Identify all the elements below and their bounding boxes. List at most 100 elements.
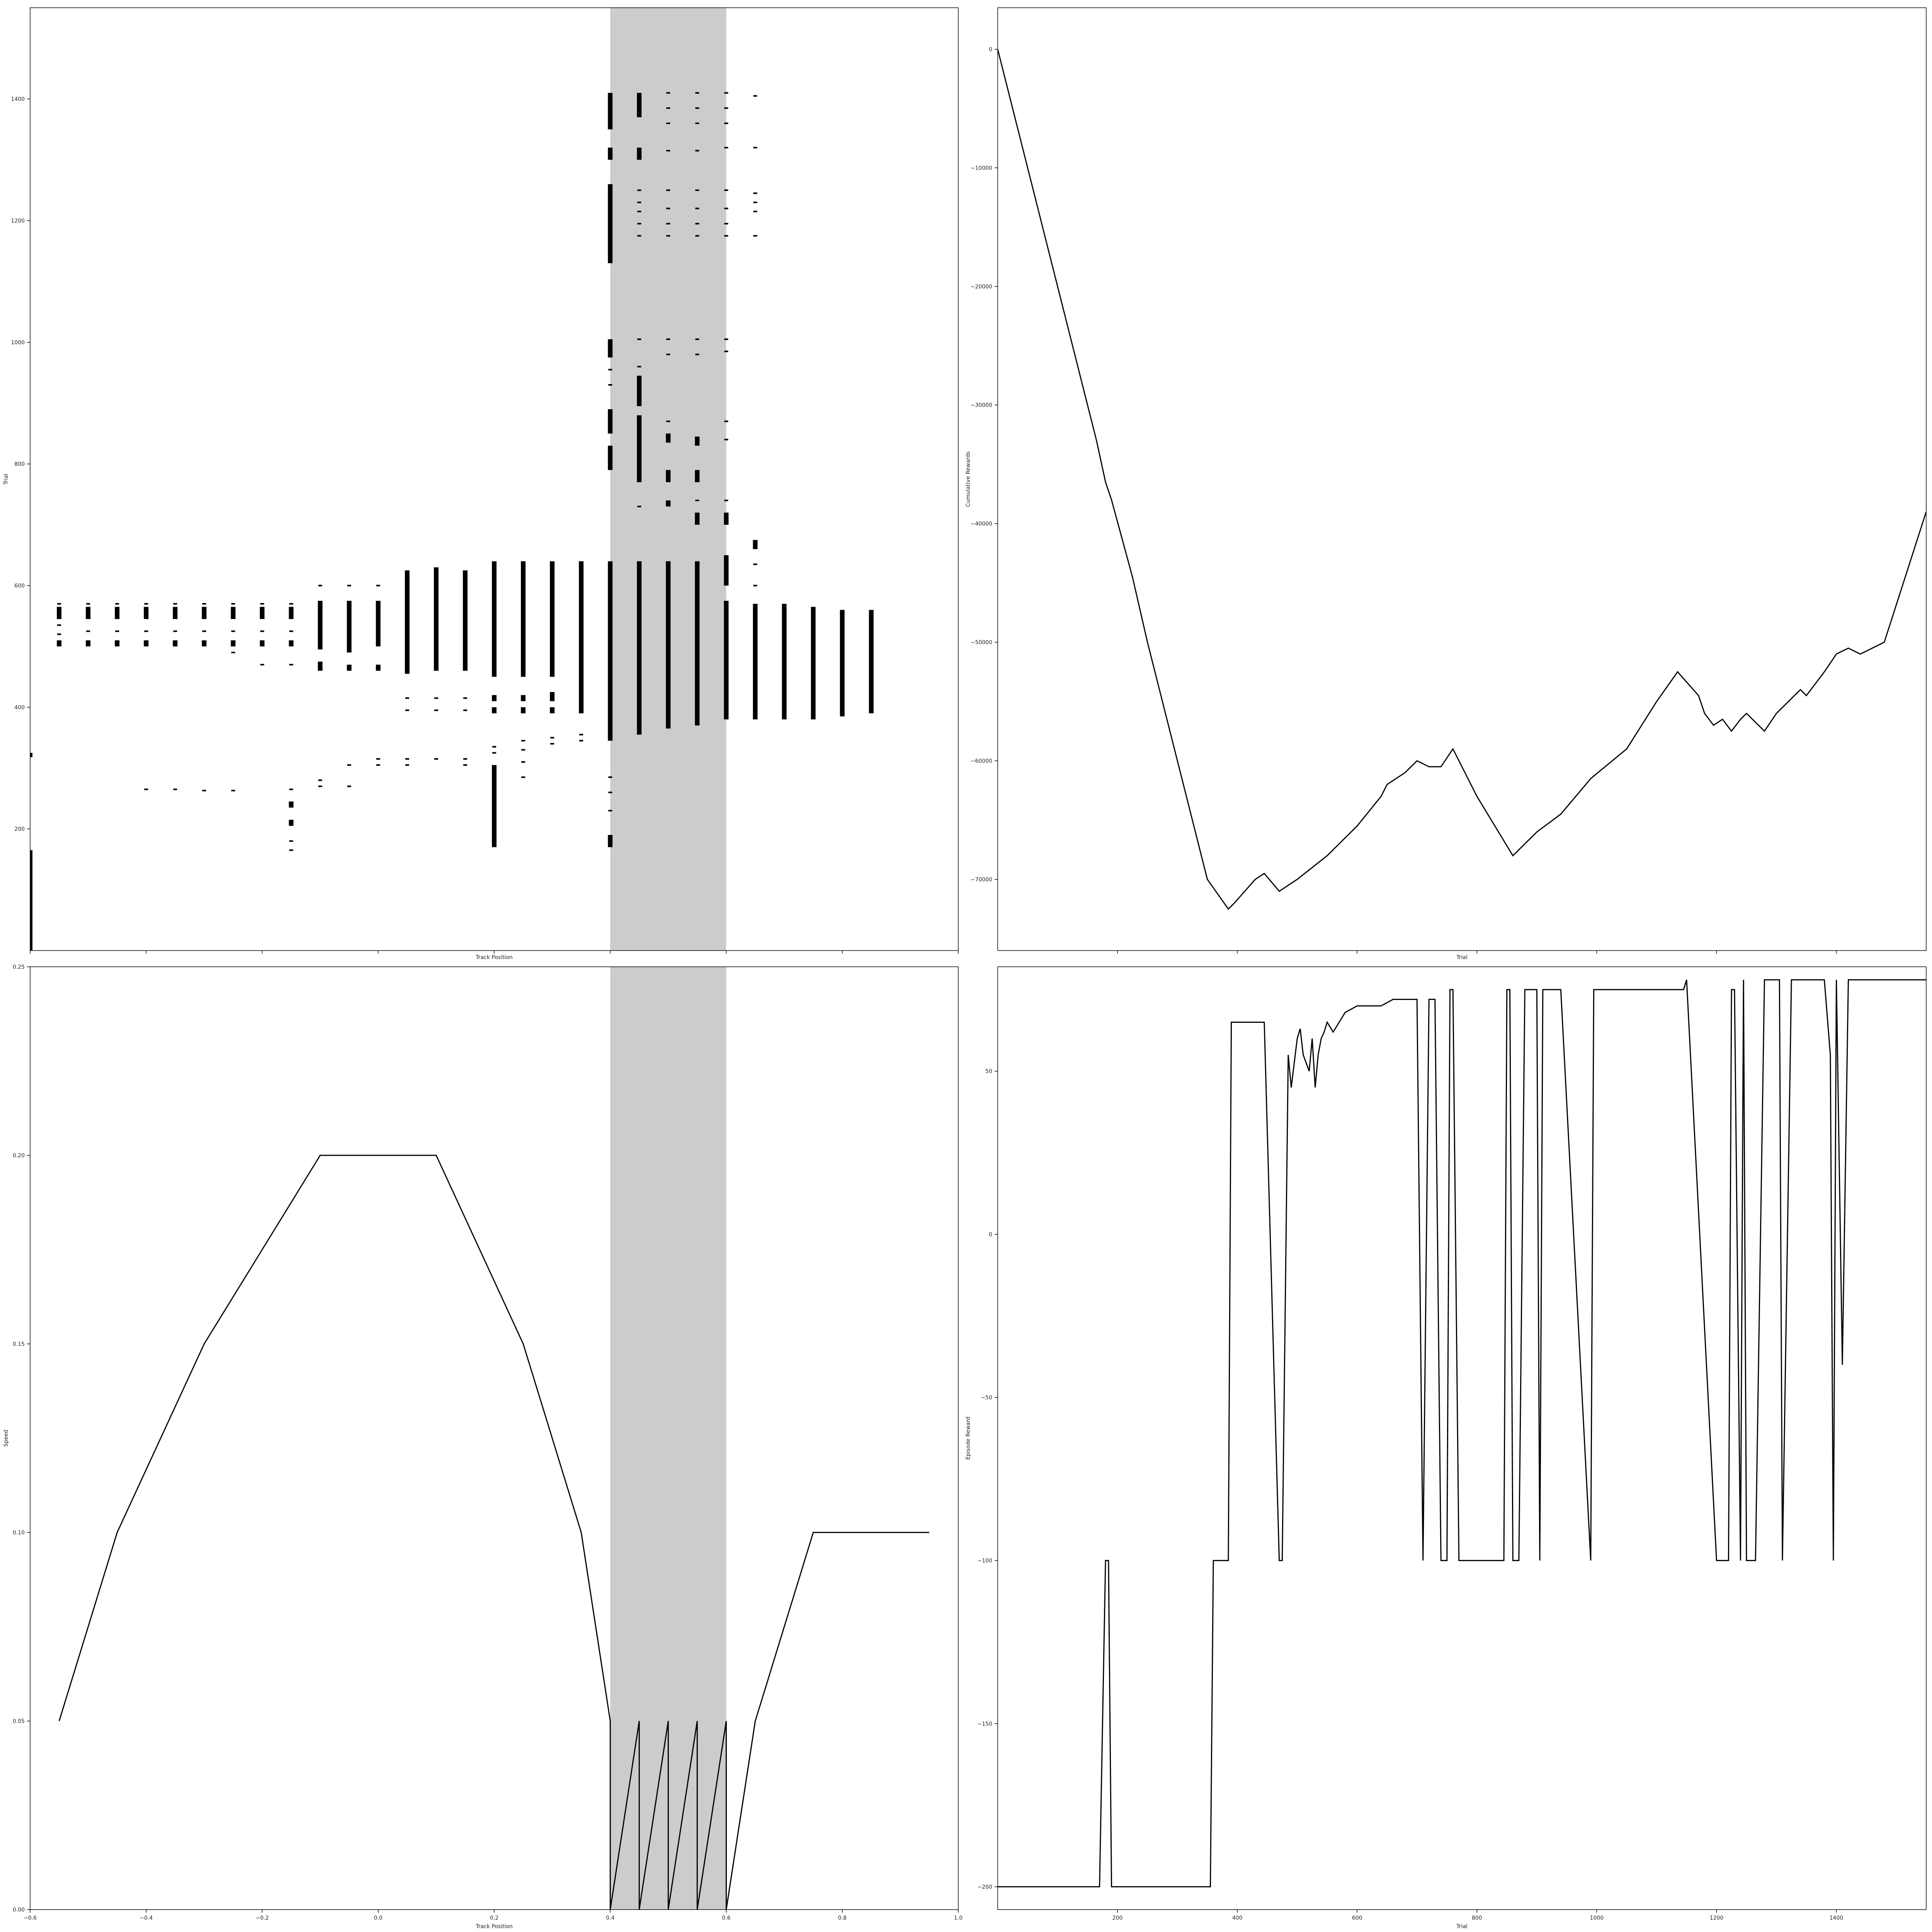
- x-tick-label: 0.6: [722, 1915, 730, 1921]
- x-tick-label: 1.0: [954, 1915, 963, 1921]
- trial-marker-range: [666, 433, 671, 443]
- trial-marker: [637, 201, 641, 203]
- trial-marker: [376, 758, 380, 760]
- trial-marker-range: [347, 600, 352, 653]
- y-tick-label: 0.20: [13, 1153, 25, 1159]
- trial-marker-range: [811, 607, 816, 719]
- trial-marker: [318, 785, 322, 787]
- trial-marker: [202, 603, 206, 605]
- trial-marker: [753, 211, 757, 213]
- trial-marker: [695, 223, 699, 224]
- trial-marker: [260, 603, 264, 605]
- trial-marker: [695, 338, 699, 340]
- trial-marker-range: [869, 610, 874, 714]
- trial-marker: [724, 92, 728, 94]
- trial-marker: [666, 223, 670, 224]
- trial-marker-range: [318, 662, 323, 671]
- trial-marker-range: [202, 640, 207, 646]
- trial-marker: [405, 709, 409, 711]
- trial-marker: [579, 740, 583, 742]
- trial-marker-range: [492, 561, 497, 677]
- y-tick-label: 800: [14, 461, 25, 468]
- trial-marker: [550, 743, 554, 745]
- speed-chart: −0.6 −0.4 −0.2 0.0 0.2 0.4 0.6 0.8 1.0 0.00 0.05 0.…: [3, 964, 963, 1930]
- trial-marker: [753, 235, 757, 237]
- y-tick-label: 1000: [11, 340, 25, 346]
- trial-marker-range: [753, 604, 758, 719]
- trial-marker-range: [608, 409, 613, 434]
- trial-marker-range: [202, 607, 207, 619]
- trial-marker: [144, 603, 148, 605]
- y-tick-label: −40000: [971, 521, 992, 527]
- trial-marker: [434, 697, 438, 699]
- trial-marker: [724, 189, 728, 191]
- y-tick-label: −50000: [971, 639, 992, 646]
- trial-marker-range: [86, 640, 91, 646]
- trial-marker: [521, 740, 526, 742]
- cumulative-rewards-frame: [997, 7, 1927, 951]
- trial-marker: [231, 651, 235, 653]
- y-tick-label: 0.15: [13, 1341, 25, 1347]
- x-tick-label: −0.2: [256, 1915, 269, 1921]
- y-tick-label: 0.25: [13, 964, 25, 970]
- trial-marker-range: [347, 665, 352, 671]
- speed-plot-area: [58, 967, 929, 1910]
- trial-marker: [724, 338, 728, 340]
- y-tick-label: −10000: [971, 165, 992, 171]
- trial-marker: [289, 664, 293, 666]
- trial-marker-range: [695, 512, 700, 525]
- trial-marker-range: [550, 561, 555, 677]
- x-tick-label: 1400: [1830, 1915, 1844, 1921]
- trial-marker: [231, 630, 235, 632]
- trial-marker: [637, 505, 641, 507]
- trial-marker: [463, 758, 467, 760]
- x-tick-label: 0.0: [374, 1915, 383, 1921]
- trial-marker-range: [724, 555, 729, 586]
- y-tick-label: −70000: [971, 877, 992, 883]
- y-axis-label: Episode Reward: [965, 1417, 971, 1460]
- trial-marker: [231, 603, 235, 605]
- trial-marker: [753, 201, 757, 203]
- y-tick-label: 400: [14, 704, 25, 711]
- trial-marker-range: [608, 561, 613, 741]
- trial-marker-range: [57, 607, 62, 619]
- speed-frame: [30, 966, 959, 1910]
- trial-marker: [463, 709, 467, 711]
- trial-marker: [637, 235, 641, 237]
- trial-marker: [579, 734, 583, 736]
- trial-marker-range: [637, 376, 642, 406]
- trial-marker-range: [289, 820, 294, 826]
- trial-marker-range: [30, 753, 32, 757]
- trial-marker: [144, 630, 148, 632]
- y-axis-label: Trial: [3, 474, 9, 485]
- trial-marker: [550, 737, 554, 739]
- trial-marker: [608, 791, 612, 793]
- trial-marker-range: [637, 93, 642, 117]
- trial-marker-range: [376, 600, 381, 646]
- trial-marker: [434, 758, 438, 760]
- trial-marker: [86, 603, 90, 605]
- x-tick-label: 0.4: [606, 1915, 614, 1921]
- trial-marker: [637, 366, 641, 367]
- trial-marker-range: [666, 561, 671, 729]
- trial-marker-range: [463, 570, 468, 671]
- x-tick-label: 600: [1352, 1915, 1362, 1921]
- speed-line: [58, 1155, 929, 1910]
- trial-marker: [695, 92, 699, 94]
- y-tick-label: −100: [978, 1558, 992, 1564]
- trial-marker: [463, 764, 467, 766]
- trial-marker: [115, 603, 119, 605]
- trial-marker: [695, 107, 699, 109]
- trial-marker-range: [608, 339, 613, 358]
- trial-marker: [405, 764, 409, 766]
- trial-marker: [318, 779, 322, 781]
- x-tick-label: 800: [1472, 1915, 1482, 1921]
- y-tick-label: 0: [989, 1231, 992, 1238]
- trial-marker-range: [231, 607, 236, 619]
- trial-marker: [666, 207, 670, 209]
- trial-marker-range: [695, 436, 700, 446]
- trial-marker: [492, 752, 496, 754]
- trial-marker: [637, 223, 641, 224]
- trial-marker-range: [695, 470, 700, 482]
- trial-marker-range: [550, 707, 555, 714]
